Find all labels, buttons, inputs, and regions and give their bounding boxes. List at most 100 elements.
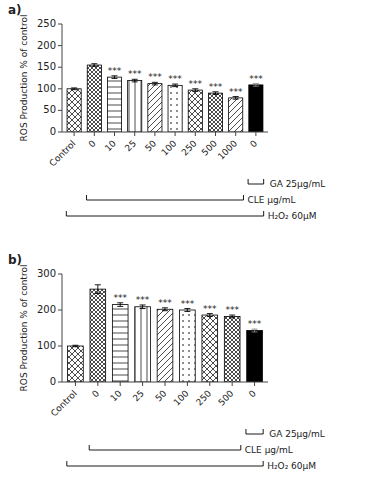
error-bar bbox=[91, 64, 97, 67]
significance-label: *** bbox=[108, 66, 122, 76]
y-tick-label: 150 bbox=[37, 61, 56, 72]
significance-label: *** bbox=[136, 295, 150, 305]
x-tick-label: 1000 bbox=[216, 138, 239, 161]
error-bar bbox=[152, 82, 158, 85]
error-bar bbox=[95, 285, 101, 294]
y-tick bbox=[58, 24, 62, 25]
y-tick bbox=[58, 274, 62, 275]
x-tick-label: 0 bbox=[248, 138, 259, 149]
bracket bbox=[87, 195, 244, 200]
bar bbox=[112, 305, 128, 382]
error-bar bbox=[252, 329, 258, 332]
bar bbox=[157, 309, 173, 382]
x-tick bbox=[255, 132, 256, 136]
page: {"chart_data": [ {"type": "bar", "title"… bbox=[0, 0, 385, 500]
y-axis-label: ROS Production % of control bbox=[19, 15, 29, 142]
x-tick bbox=[254, 382, 255, 386]
error-bar bbox=[253, 84, 259, 87]
y-axis-line bbox=[62, 24, 63, 132]
y-tick bbox=[58, 67, 62, 68]
bar bbox=[249, 85, 263, 132]
x-tick-label: Control bbox=[49, 388, 79, 418]
bracket bbox=[248, 179, 264, 184]
bracket bbox=[67, 461, 263, 466]
bracket-label: H₂O₂ 60μM bbox=[268, 211, 317, 221]
y-tick bbox=[58, 310, 62, 311]
significance-label: *** bbox=[249, 74, 263, 84]
y-tick-label: 200 bbox=[37, 40, 56, 51]
y-tick bbox=[58, 110, 62, 111]
y-tick bbox=[58, 45, 62, 46]
x-tick bbox=[187, 382, 188, 386]
x-tick bbox=[97, 382, 98, 386]
bar bbox=[247, 331, 263, 382]
x-tick bbox=[215, 132, 216, 136]
x-tick-label: 0 bbox=[247, 388, 258, 399]
x-tick-label: 100 bbox=[172, 388, 191, 407]
error-bar bbox=[192, 89, 198, 92]
significance-label: *** bbox=[158, 298, 172, 308]
error-bar bbox=[233, 97, 239, 100]
x-tick bbox=[209, 382, 210, 386]
bracket-label: GA 25μg/mL bbox=[269, 429, 325, 439]
bar bbox=[135, 307, 151, 382]
bar bbox=[188, 90, 202, 132]
bracket-label: GA 25μg/mL bbox=[270, 179, 326, 189]
error-bar bbox=[229, 315, 235, 318]
error-bar bbox=[162, 308, 168, 311]
bar bbox=[180, 310, 196, 382]
y-tick-label: 50 bbox=[43, 104, 56, 115]
bar bbox=[67, 89, 81, 132]
y-tick bbox=[58, 382, 62, 383]
significance-label: *** bbox=[203, 304, 217, 314]
marks bbox=[68, 285, 263, 382]
x-tick bbox=[74, 132, 75, 136]
y-tick bbox=[58, 346, 62, 347]
y-tick-label: 250 bbox=[37, 18, 56, 29]
x-tick bbox=[114, 132, 115, 136]
x-tick-label: Control bbox=[47, 138, 77, 168]
x-tick bbox=[134, 132, 135, 136]
y-tick-label: 200 bbox=[37, 304, 56, 315]
significance-label: *** bbox=[229, 87, 243, 97]
y-axis-label: ROS Production % of control bbox=[19, 265, 29, 392]
significance-label: *** bbox=[181, 299, 195, 309]
bracket bbox=[246, 429, 263, 434]
x-tick-label: 0 bbox=[90, 388, 101, 399]
x-tick bbox=[175, 132, 176, 136]
x-tick-label: 50 bbox=[143, 138, 158, 153]
x-tick bbox=[235, 132, 236, 136]
error-bar bbox=[71, 88, 77, 90]
error-bar bbox=[112, 76, 118, 79]
panel: a)050100150200250ROS Production % of con… bbox=[8, 3, 325, 221]
bar bbox=[224, 316, 240, 382]
bracket-label: H₂O₂ 60μM bbox=[267, 461, 316, 471]
y-tick bbox=[58, 132, 62, 133]
error-bar bbox=[212, 92, 218, 95]
error-bar bbox=[207, 314, 213, 317]
x-tick bbox=[120, 382, 121, 386]
bar bbox=[208, 93, 222, 132]
significance-label: *** bbox=[113, 293, 127, 303]
significance-label: *** bbox=[168, 74, 182, 84]
bar bbox=[148, 84, 162, 132]
x-tick-label: 250 bbox=[194, 388, 213, 407]
x-tick-label: 10 bbox=[103, 138, 118, 153]
significance-label: *** bbox=[189, 79, 203, 89]
x-tick bbox=[165, 382, 166, 386]
bar bbox=[90, 289, 106, 382]
x-tick-label: 0 bbox=[87, 138, 98, 149]
panel: b)0100200300ROS Production % of control*… bbox=[8, 253, 325, 471]
significance-label: *** bbox=[148, 72, 162, 82]
bar bbox=[168, 85, 182, 132]
y-tick-label: 0 bbox=[50, 376, 56, 387]
bracket bbox=[66, 211, 263, 216]
x-tick bbox=[154, 132, 155, 136]
x-tick-label: 100 bbox=[159, 138, 178, 157]
y-tick-label: 300 bbox=[37, 268, 56, 279]
y-tick-label: 100 bbox=[37, 83, 56, 94]
bar bbox=[229, 98, 243, 132]
error-bar bbox=[184, 309, 190, 312]
bracket bbox=[89, 445, 241, 450]
y-tick-label: 0 bbox=[50, 126, 56, 137]
